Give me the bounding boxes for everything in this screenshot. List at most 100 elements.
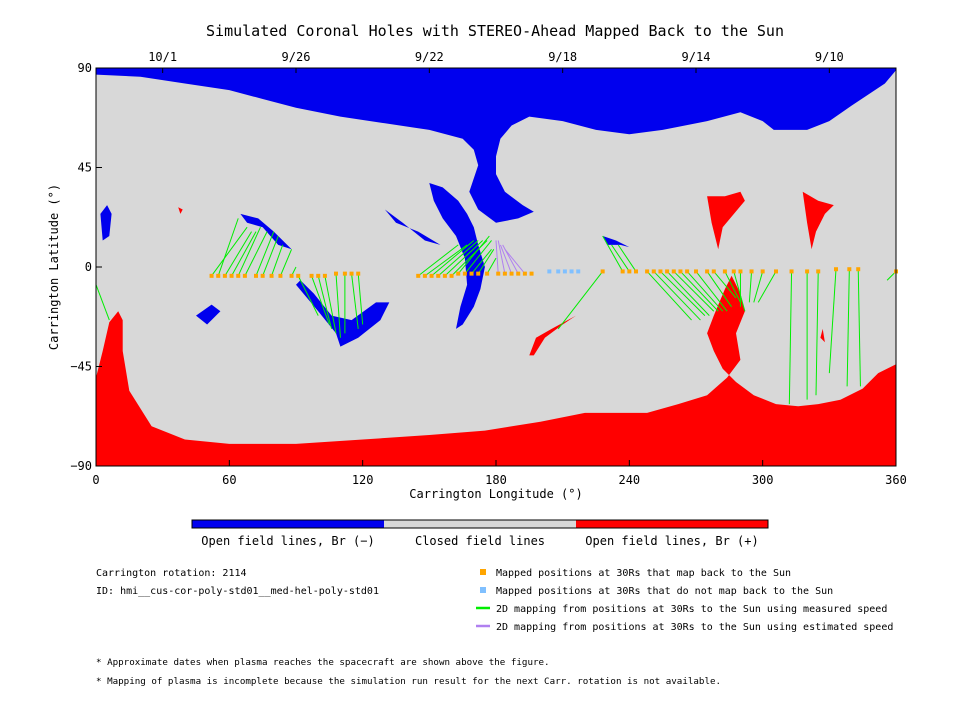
legend-label-map-to-sun: Mapped positions at 30Rs that map back t… — [496, 568, 791, 579]
measured-mapping-line — [324, 275, 337, 334]
mapped-point — [242, 273, 247, 278]
colorbar-segment-closed — [384, 520, 576, 528]
measured-mapping-line — [724, 271, 741, 303]
top-date-label: 9/22 — [415, 50, 444, 64]
y-tick-label: −45 — [70, 360, 92, 374]
measured-mapping-line — [271, 244, 284, 277]
map-plot-area — [95, 67, 898, 467]
measured-mapping-line — [262, 235, 279, 277]
unmapped-point — [556, 269, 561, 274]
measured-mapping-line — [857, 269, 861, 387]
mapped-point — [749, 269, 754, 274]
negative-open-region — [100, 205, 112, 241]
positive-open-region — [178, 207, 183, 214]
mapped-point — [634, 269, 638, 274]
measured-mapping-line — [311, 275, 330, 325]
legend-label-no-map: Mapped positions at 30Rs that do not map… — [496, 586, 833, 597]
mapped-point — [222, 273, 227, 278]
mapped-point — [236, 273, 241, 278]
measured-mapping-line — [748, 271, 753, 303]
estimated-mapping-line — [504, 248, 526, 274]
estimated-mapping-line — [497, 240, 506, 274]
footnote-incomplete: * Mapping of plasma is incomplete becaus… — [96, 676, 721, 687]
measured-mapping-line — [255, 231, 275, 277]
mapped-point — [296, 273, 301, 278]
positive-open-region — [529, 315, 576, 356]
run-id-text: ID: hmi__cus-cor-poly-std01__med-hel-pol… — [96, 586, 379, 597]
mapped-point — [847, 267, 852, 272]
mapped-point — [834, 267, 838, 272]
mapped-point — [685, 269, 690, 274]
legend-label-estimated: 2D mapping from positions at 30Rs to the… — [496, 622, 893, 633]
mapped-point — [229, 273, 234, 278]
measured-mapping-line — [753, 271, 764, 303]
mapped-point — [600, 269, 605, 274]
measured-mapping-line — [231, 231, 257, 277]
y-tick-label: 45 — [78, 161, 92, 175]
mapped-point — [856, 267, 861, 272]
x-axis-ticks: 0 60 120 180 240 300 360 — [92, 460, 907, 487]
measured-mapping-line — [237, 226, 261, 277]
mapped-point — [671, 269, 676, 274]
carrington-rotation-text: Carrington rotation: 2114 — [96, 568, 247, 579]
positive-open-field-regions — [96, 191, 896, 466]
measured-mapping-line — [757, 271, 777, 303]
unmapped-point — [562, 269, 567, 274]
measured-mapping-line — [695, 271, 728, 312]
mapped-point — [254, 273, 258, 278]
measured-mapping-line — [357, 273, 364, 325]
measured-mapping-line — [557, 271, 604, 330]
mapped-point — [705, 269, 710, 274]
mapped-point — [436, 273, 441, 278]
colorbar: Open field lines, Br (−) Closed field li… — [191, 519, 769, 548]
mapped-point — [209, 273, 214, 278]
mapped-point — [349, 271, 354, 276]
chart-title: Simulated Coronal Holes with STEREO-Ahea… — [206, 22, 784, 40]
x-tick-label: 180 — [485, 473, 507, 487]
mapped-point — [442, 273, 447, 278]
measured-mapping-line — [686, 271, 724, 312]
mapped-point — [522, 271, 527, 276]
negative-open-region — [429, 183, 485, 329]
y-axis-ticks: 90 45 0 −45 −90 — [70, 61, 102, 473]
measured-mapping-line — [244, 231, 268, 277]
measured-mapping-line — [477, 249, 495, 274]
x-tick-label: 120 — [352, 473, 374, 487]
mapped-point — [529, 271, 534, 276]
mapped-point — [309, 273, 314, 278]
top-date-label: 9/26 — [282, 50, 311, 64]
x-tick-label: 360 — [885, 473, 907, 487]
mapped-point — [816, 269, 821, 274]
measured-mapping-line — [317, 275, 333, 330]
mapped-point — [485, 271, 490, 276]
mapped-point — [416, 273, 421, 278]
mapped-point — [216, 273, 221, 278]
top-date-label: 10/1 — [148, 50, 177, 64]
colorbar-frame — [191, 519, 769, 529]
x-tick-label: 240 — [618, 473, 640, 487]
legend-swatch-map-to-sun — [480, 569, 486, 575]
mapped-point — [627, 269, 632, 274]
measured-mapping-line — [464, 240, 492, 274]
mapped-point — [651, 269, 656, 274]
unmapped-point — [576, 269, 581, 274]
measured-mapping-line — [417, 244, 459, 277]
mapped-point — [456, 271, 461, 276]
mapped-point — [731, 269, 736, 274]
measured-mapping-line — [486, 257, 497, 274]
measured-mapping-line — [437, 240, 479, 277]
colorbar-segment-negative — [192, 520, 384, 528]
mapped-point — [760, 269, 765, 274]
measured-mapping-line — [602, 235, 624, 272]
mapped-point — [334, 271, 338, 276]
measured-mapping-line — [297, 275, 319, 316]
mapped-point — [516, 271, 521, 276]
measured-speed-mapping-lines — [95, 218, 897, 405]
unmapped-point — [569, 269, 574, 274]
mapped-point — [774, 269, 778, 274]
y-tick-label: −90 — [70, 459, 92, 473]
negative-open-region — [240, 213, 292, 250]
mapped-point — [476, 271, 481, 276]
positive-open-region — [802, 191, 834, 250]
mapped-point — [509, 271, 514, 276]
